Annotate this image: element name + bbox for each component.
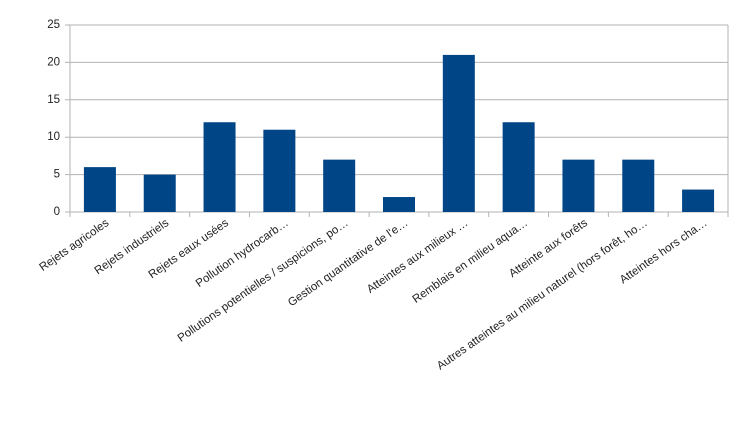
y-tick-label: 15: [47, 94, 60, 106]
bar: [83, 167, 116, 212]
bar: [323, 159, 356, 212]
y-tick-label: 25: [47, 19, 60, 31]
bar: [442, 54, 475, 212]
x-tick-label: Remblais en milieu aqua…: [411, 217, 530, 306]
bar: [502, 122, 535, 212]
bar: [143, 174, 176, 212]
y-tick-label: 0: [54, 206, 60, 218]
x-tick-label: Autres atteintes au milieu naturel (hors…: [435, 217, 650, 372]
bar: [682, 189, 715, 212]
bar: [562, 159, 595, 212]
bar: [622, 159, 655, 212]
y-tick-label: 10: [47, 131, 60, 143]
x-tick-label: Atteintes aux milieux …: [365, 217, 470, 296]
y-tick-label: 20: [47, 56, 60, 68]
bar: [383, 197, 415, 212]
bar: [263, 129, 296, 212]
x-tick-label: Gestion quantitative de l'e…: [286, 217, 410, 309]
bar: [203, 122, 236, 212]
y-tick-label: 5: [54, 169, 60, 181]
